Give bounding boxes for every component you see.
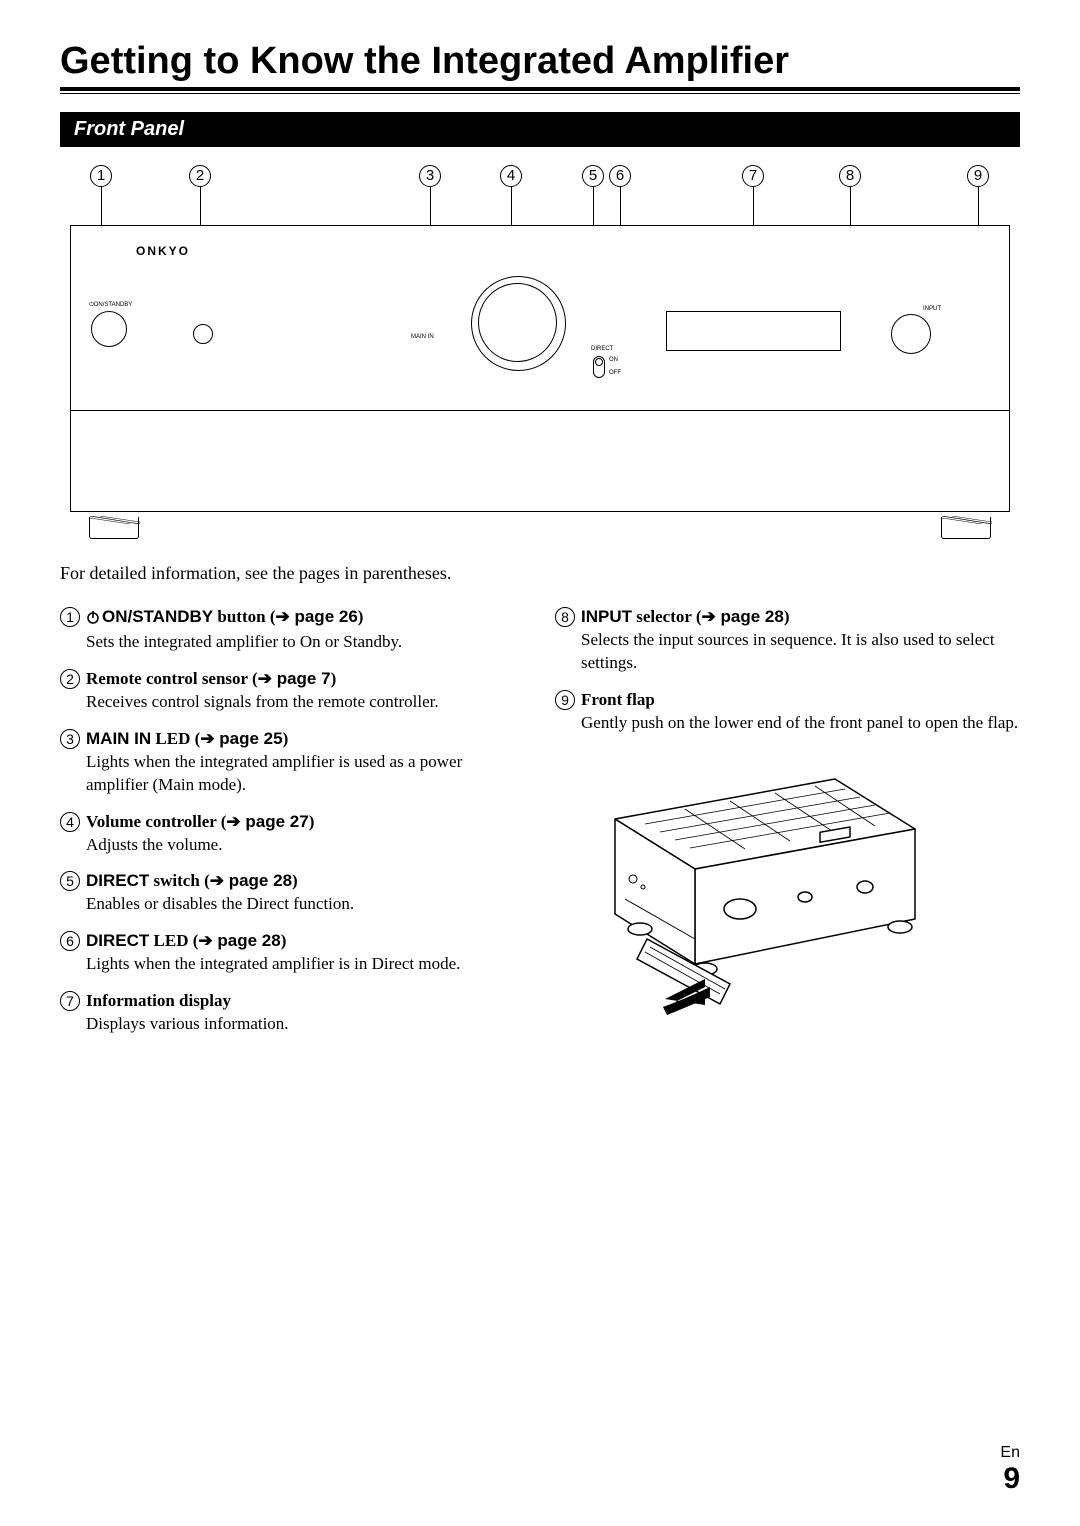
direct-switch-knob xyxy=(595,358,603,366)
item-number: 2 xyxy=(60,668,86,690)
input-label: INPUT xyxy=(923,306,941,312)
direct-switch[interactable] xyxy=(593,356,605,378)
item-description: Lights when the integrated amplifier is … xyxy=(86,751,525,797)
callout-number-9: 9 xyxy=(967,165,989,187)
item-title: MAIN IN LED (➔ page 25) xyxy=(86,728,525,751)
description-item: 2Remote control sensor (➔ page 7)Receive… xyxy=(60,668,525,714)
foot-hatch-icon xyxy=(90,516,140,524)
section-title: Front Panel xyxy=(74,118,184,140)
item-number: 8 xyxy=(555,606,581,628)
on-standby-label: ⏻ON/STANDBY xyxy=(89,302,132,309)
item-title: DIRECT LED (➔ page 28) xyxy=(86,930,460,953)
item-number: 7 xyxy=(60,990,86,1012)
description-item: 3MAIN IN LED (➔ page 25)Lights when the … xyxy=(60,728,525,797)
volume-knob-inner xyxy=(478,283,557,362)
item-body: Front flapGently push on the lower end o… xyxy=(581,689,1018,735)
item-description: Sets the integrated amplifier to On or S… xyxy=(86,631,402,654)
power-icon xyxy=(86,608,100,631)
item-title: INPUT selector (➔ page 28) xyxy=(581,606,1020,629)
left-column: 1ON/STANDBY button (➔ page 26)Sets the i… xyxy=(60,606,525,1050)
item-title: DIRECT switch (➔ page 28) xyxy=(86,870,354,893)
item-number: 9 xyxy=(555,689,581,711)
item-number: 1 xyxy=(60,606,86,628)
item-description: Receives control signals from the remote… xyxy=(86,691,439,714)
page-heading: Getting to Know the Integrated Amplifier xyxy=(60,40,1020,83)
callout-number-1: 1 xyxy=(90,165,112,187)
callout-row: 1 2 3 4 56 7 8 9 xyxy=(60,165,1020,205)
item-number: 4 xyxy=(60,811,86,833)
item-title: Volume controller (➔ page 27) xyxy=(86,811,314,834)
callout-number-7: 7 xyxy=(742,165,764,187)
heading-rule-thin xyxy=(60,93,1020,94)
front-panel-diagram: 1 2 3 4 56 7 8 9 ONKYO ⏻ON/STANDBY MAIN IN DIRE… xyxy=(60,165,1020,545)
item-body: MAIN IN LED (➔ page 25)Lights when the i… xyxy=(86,728,525,797)
information-display xyxy=(666,311,841,351)
description-item: 6DIRECT LED (➔ page 28)Lights when the i… xyxy=(60,930,525,976)
item-number: 6 xyxy=(60,930,86,952)
item-body: Remote control sensor (➔ page 7)Receives… xyxy=(86,668,439,714)
item-body: DIRECT switch (➔ page 28)Enables or disa… xyxy=(86,870,354,916)
right-column: 8INPUT selector (➔ page 28)Selects the i… xyxy=(555,606,1020,1050)
item-description: Enables or disables the Direct function. xyxy=(86,893,354,916)
on-standby-button[interactable] xyxy=(91,311,127,347)
description-item: 5DIRECT switch (➔ page 28)Enables or dis… xyxy=(60,870,525,916)
input-selector[interactable] xyxy=(891,314,931,354)
description-columns: 1ON/STANDBY button (➔ page 26)Sets the i… xyxy=(60,606,1020,1050)
item-description: Gently push on the lower end of the fron… xyxy=(581,712,1018,735)
amplifier-chassis: ONKYO ⏻ON/STANDBY MAIN IN DIRECT ON OFF … xyxy=(70,225,1010,512)
chassis-foot-left xyxy=(89,517,139,539)
description-item: 1ON/STANDBY button (➔ page 26)Sets the i… xyxy=(60,606,525,654)
item-title: Remote control sensor (➔ page 7) xyxy=(86,668,439,691)
remote-sensor xyxy=(193,324,213,344)
item-title: Front flap xyxy=(581,689,1018,712)
callout-number-3: 3 xyxy=(419,165,441,187)
direct-on-label: ON xyxy=(609,357,618,363)
description-item: 9Front flapGently push on the lower end … xyxy=(555,689,1020,735)
description-item: 7Information displayDisplays various inf… xyxy=(60,990,525,1036)
description-item: 8INPUT selector (➔ page 28)Selects the i… xyxy=(555,606,1020,675)
heading-rule-thick xyxy=(60,87,1020,91)
footer-page-number: 9 xyxy=(1000,1462,1020,1496)
item-body: Volume controller (➔ page 27)Adjusts the… xyxy=(86,811,314,857)
intro-text: For detailed information, see the pages … xyxy=(60,563,1020,584)
callout-number-2: 2 xyxy=(189,165,211,187)
item-number: 5 xyxy=(60,870,86,892)
item-body: DIRECT LED (➔ page 28)Lights when the in… xyxy=(86,930,460,976)
item-title: Information display xyxy=(86,990,289,1013)
direct-off-label: OFF xyxy=(609,370,621,376)
item-number: 3 xyxy=(60,728,86,750)
main-in-label: MAIN IN xyxy=(411,334,434,340)
item-body: Information displayDisplays various info… xyxy=(86,990,289,1036)
page-footer: En 9 xyxy=(1000,1444,1020,1496)
callout-number-4: 4 xyxy=(500,165,522,187)
item-description: Displays various information. xyxy=(86,1013,289,1036)
section-title-bar: Front Panel xyxy=(60,112,1020,147)
chassis-foot-right xyxy=(941,517,991,539)
foot-hatch-icon xyxy=(942,516,992,524)
chassis-upper: ONKYO ⏻ON/STANDBY MAIN IN DIRECT ON OFF … xyxy=(71,226,1009,411)
item-body: INPUT selector (➔ page 28)Selects the in… xyxy=(581,606,1020,675)
item-body: ON/STANDBY button (➔ page 26)Sets the in… xyxy=(86,606,402,654)
callout-number-6: 6 xyxy=(609,165,631,187)
item-description: Adjusts the volume. xyxy=(86,834,314,857)
item-description: Lights when the integrated amplifier is … xyxy=(86,953,460,976)
direct-label: DIRECT xyxy=(591,346,613,352)
amplifier-isometric-illustration xyxy=(555,749,935,1034)
item-description: Selects the input sources in sequence. I… xyxy=(581,629,1020,675)
volume-knob[interactable] xyxy=(471,276,566,371)
description-item: 4Volume controller (➔ page 27)Adjusts th… xyxy=(60,811,525,857)
footer-language: En xyxy=(1000,1444,1020,1462)
item-title: ON/STANDBY button (➔ page 26) xyxy=(86,606,402,631)
callout-number-5: 5 xyxy=(582,165,604,187)
chassis-lower-flap[interactable] xyxy=(71,411,1009,511)
brand-logo: ONKYO xyxy=(136,244,190,258)
callout-number-8: 8 xyxy=(839,165,861,187)
